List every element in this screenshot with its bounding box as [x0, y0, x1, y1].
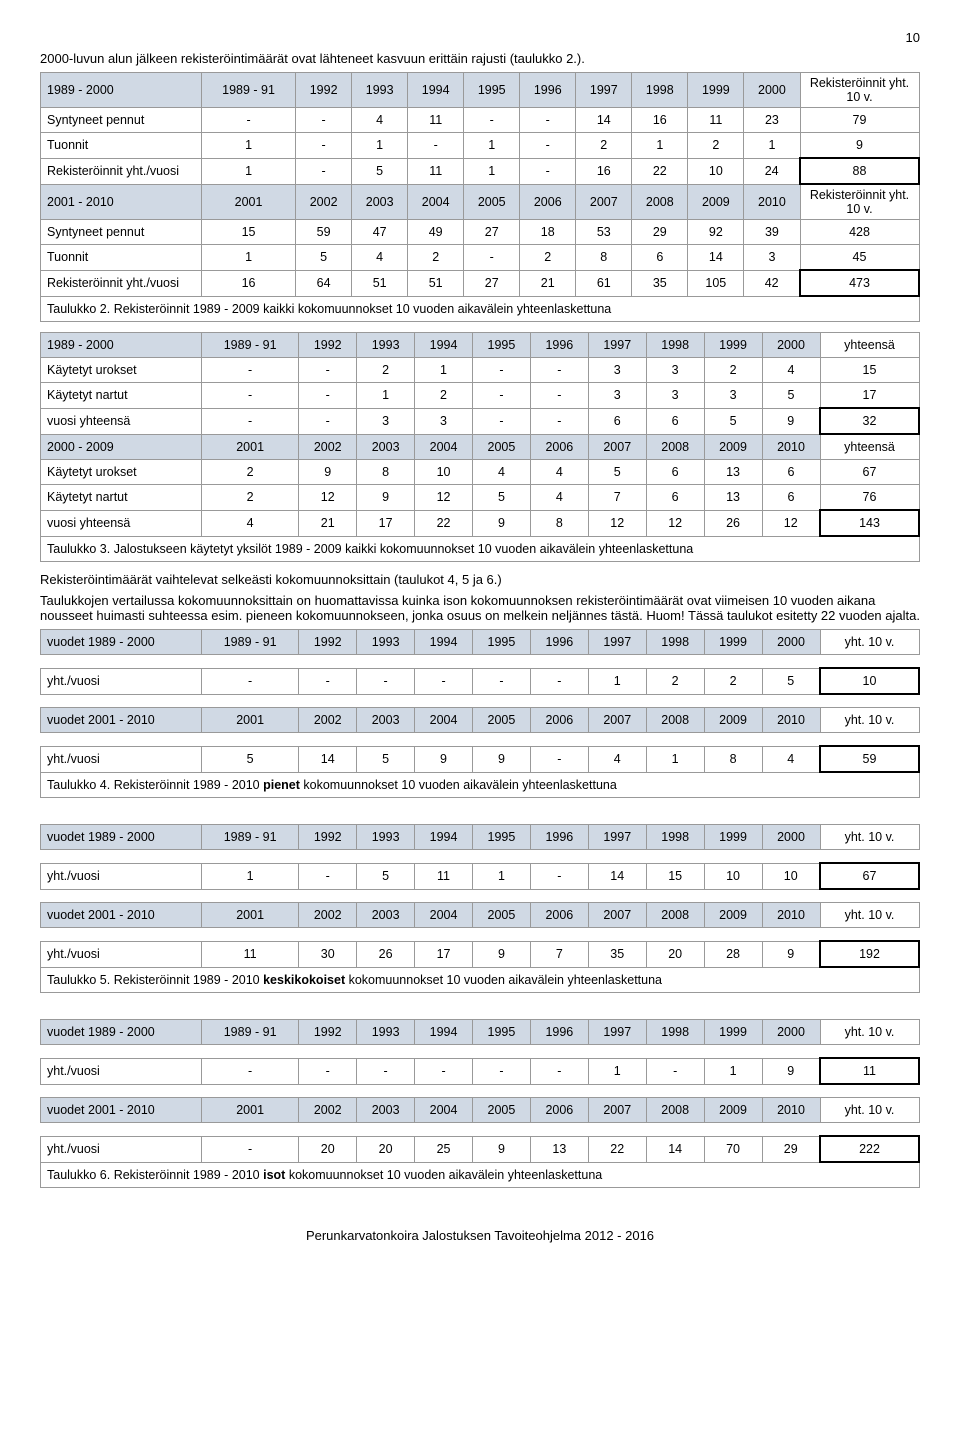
- table-3: 1989 - 2000 1989 - 911992199319941995199…: [40, 332, 920, 562]
- t3-caption: Taulukko 3. Jalostukseen käytetyt yksilö…: [41, 536, 920, 562]
- t2-caption: Taulukko 2. Rekisteröinnit 1989 - 2009 k…: [41, 296, 920, 322]
- table-6: vuodet 1989 - 20001989 - 911992199319941…: [40, 1019, 920, 1188]
- tables-4-5-6: vuodet 1989 - 20001989 - 911992199319941…: [40, 629, 920, 1210]
- t2-h2: 2001 - 2010 2001200220032004200520062007…: [41, 184, 920, 220]
- footer-text: Perunkarvatonkoira Jalostuksen Tavoiteoh…: [40, 1228, 920, 1243]
- page-number: 10: [40, 30, 920, 45]
- t2-h1: 1989 - 2000 1989 - 911992199319941995199…: [41, 73, 920, 108]
- mid-text-2: Taulukkojen vertailussa kokomuunnoksitta…: [40, 593, 920, 623]
- table-5: vuodet 1989 - 20001989 - 911992199319941…: [40, 824, 920, 993]
- t2-r2: Tuonnit1-1-1-21219: [41, 133, 920, 159]
- intro-text: 2000-luvun alun jälkeen rekisteröintimää…: [40, 51, 920, 66]
- t2-r1: Syntyneet pennut--411--1416112379: [41, 108, 920, 133]
- table-2: 1989 - 2000 1989 - 911992199319941995199…: [40, 72, 920, 322]
- table-4: vuodet 1989 - 20001989 - 911992199319941…: [40, 629, 920, 798]
- t2-r3: Rekisteröinnit yht./vuosi1-5111-16221024…: [41, 158, 920, 184]
- mid-text-1: Rekisteröintimäärät vaihtelevat selkeäst…: [40, 572, 920, 587]
